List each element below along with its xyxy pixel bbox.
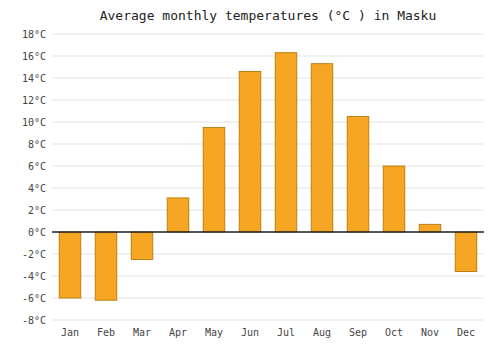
x-tick-label: May: [205, 327, 223, 338]
x-tick-label: Dec: [457, 327, 475, 338]
zero-line: [52, 231, 484, 233]
bar: [95, 232, 117, 300]
grid-line: [52, 78, 484, 79]
x-tick-label: Oct: [385, 327, 403, 338]
y-tick-label: -8°C: [22, 315, 46, 326]
grid-line: [52, 144, 484, 145]
y-tick-label: 12°C: [22, 95, 46, 106]
grid-line: [52, 188, 484, 189]
chart-title: Average monthly temperatures (°C ) in Ma…: [100, 8, 437, 23]
x-tick-label: Jul: [277, 327, 295, 338]
grid-line: [52, 34, 484, 35]
y-tick-label: -4°C: [22, 271, 46, 282]
bar: [383, 166, 405, 232]
bar: [455, 232, 477, 272]
bar: [275, 53, 297, 232]
grid-line: [52, 320, 484, 321]
x-tick-label: Apr: [169, 327, 187, 338]
y-tick-label: 2°C: [28, 205, 46, 216]
y-tick-label: 14°C: [22, 73, 46, 84]
y-tick-label: 10°C: [22, 117, 46, 128]
bar: [131, 232, 153, 260]
x-tick-label: Feb: [97, 327, 115, 338]
bars: [59, 53, 477, 301]
grid-line: [52, 232, 484, 233]
bar: [347, 117, 369, 233]
grid-line: [52, 122, 484, 123]
y-tick-label: -6°C: [22, 293, 46, 304]
y-tick-label: 18°C: [22, 29, 46, 40]
grid-line: [52, 100, 484, 101]
y-tick-label: 0°C: [28, 227, 46, 238]
x-tick-label: Jun: [241, 327, 259, 338]
chart-svg: Average monthly temperatures (°C ) in Ma…: [0, 0, 500, 350]
y-tick-label: 6°C: [28, 161, 46, 172]
bar: [419, 224, 441, 232]
grid-line: [52, 56, 484, 57]
bar: [311, 64, 333, 232]
bar: [203, 128, 225, 233]
grid-line: [52, 166, 484, 167]
chart-container: Average monthly temperatures (°C ) in Ma…: [0, 0, 500, 350]
y-tick-label: 8°C: [28, 139, 46, 150]
grid-line: [52, 210, 484, 211]
y-tick-label: 4°C: [28, 183, 46, 194]
bar: [167, 198, 189, 232]
x-tick-label: Nov: [421, 327, 439, 338]
bar: [59, 232, 81, 298]
bar: [239, 71, 261, 232]
y-grid: [52, 34, 484, 320]
x-tick-label: Aug: [313, 327, 331, 338]
x-tick-label: Sep: [349, 327, 367, 338]
x-tick-label: Jan: [61, 327, 79, 338]
y-tick-label: -2°C: [22, 249, 46, 260]
y-tick-label: 16°C: [22, 51, 46, 62]
x-tick-label: Mar: [133, 327, 151, 338]
